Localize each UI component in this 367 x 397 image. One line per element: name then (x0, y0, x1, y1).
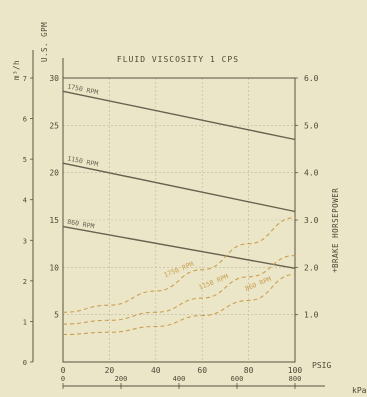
x2-tick-label: 0 (61, 375, 65, 383)
series-hp-1150-rpm (62, 254, 296, 325)
series-lines (62, 90, 296, 336)
axes (32, 50, 325, 387)
y2-tick-label: 2.0 (304, 263, 319, 272)
x-tick-label: 20 (105, 366, 115, 375)
chart-title: FLUID VISCOSITY 1 CPS (117, 55, 239, 64)
y-tick-label: 10 (49, 263, 59, 272)
series-label-hp-860-rpm: 860 RPM (244, 275, 272, 293)
y2-tick-label: 1.0 (304, 311, 319, 320)
y-tick-label: 5 (54, 311, 59, 320)
y-metric-tick-label: 5 (23, 156, 27, 164)
series-hp-860-rpm (62, 273, 296, 336)
series-flow-1150-rpm (62, 162, 296, 213)
y-tick-label: 15 (49, 216, 59, 225)
x-tick-label: 40 (151, 366, 161, 375)
y-metric-tick-label: 4 (23, 197, 27, 205)
y-axis-label-m3h: m³/h (12, 60, 21, 80)
y-tick-label: 25 (49, 121, 59, 130)
x-tick-label: 0 (61, 366, 66, 375)
x-axis-label-psig: PSIG (312, 361, 331, 370)
y-metric-tick-label: 7 (23, 75, 27, 83)
grid (63, 78, 295, 362)
series-hp-1750-rpm (62, 217, 296, 313)
y2-axis-label-marker: + (332, 266, 337, 275)
tick-labels: 0 20 40 60 80 100 0 200 400 600 800 5 10 15 20 25 30 0 1 2 3… (23, 74, 319, 389)
x2-axis-label-kpa: kPa (352, 386, 367, 395)
y-metric-tick-label: 3 (23, 237, 27, 245)
x-tick-label: 60 (197, 366, 207, 375)
y2-tick-label: 6.0 (304, 74, 319, 83)
y-axis-label-gpm: U.S. GPM (40, 22, 49, 62)
x-tick-label: 100 (288, 366, 303, 375)
y2-tick-label: 3.0 (304, 216, 319, 225)
y-metric-tick-label: 6 (23, 116, 27, 124)
x2-tick-label: 200 (115, 375, 128, 383)
y-tick-label: 20 (49, 169, 59, 178)
series-label-flow-1150-rpm: 1150 RPM (67, 154, 99, 168)
x2-tick-label: 600 (231, 375, 244, 383)
y2-tick-label: 4.0 (304, 169, 319, 178)
y2-axis-label-bhp: BRAKE HORSEPOWER (331, 188, 340, 268)
series-flow-860-rpm (62, 225, 296, 269)
y-metric-tick-label: 2 (23, 278, 27, 286)
series-flow-1750-rpm (62, 90, 296, 141)
y-tick-label: 30 (49, 74, 59, 83)
x2-tick-label: 800 (289, 375, 302, 383)
y2-tick-label: 5.0 (304, 121, 319, 130)
y-metric-tick-label: 0 (23, 359, 27, 367)
x2-tick-label: 400 (173, 375, 186, 383)
series-label-flow-1750-rpm: 1750 RPM (67, 82, 99, 96)
x-tick-label: 80 (244, 366, 254, 375)
series-label-hp-1750-rpm: 1750 RPM (163, 260, 195, 279)
y-metric-tick-label: 1 (23, 318, 27, 326)
